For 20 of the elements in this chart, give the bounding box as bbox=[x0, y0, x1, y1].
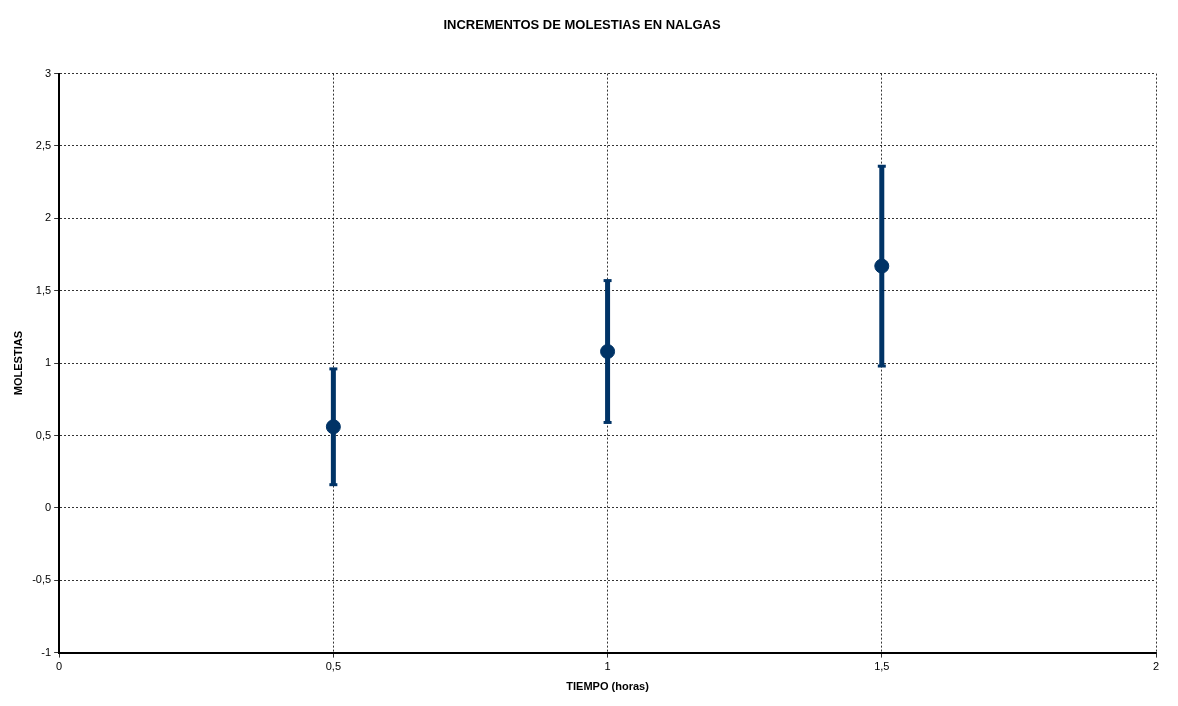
x-tick-label: 0,5 bbox=[325, 660, 342, 673]
y-tick-label: -0,5 bbox=[32, 573, 52, 586]
y-tick-label: 1,5 bbox=[35, 283, 52, 296]
point bbox=[600, 344, 616, 360]
y-tick-label: 3 bbox=[45, 66, 52, 79]
y-tick-label: 0,5 bbox=[35, 428, 52, 441]
y-tick-label: 2,5 bbox=[35, 139, 52, 152]
y-tick-label: -1 bbox=[41, 645, 52, 658]
x-tick-label: 2 bbox=[1152, 660, 1160, 673]
point bbox=[325, 419, 341, 435]
y-axis-title: MOLESTIAS bbox=[11, 331, 24, 396]
x-tick-label: 1 bbox=[604, 660, 611, 673]
y-tick-label: 2 bbox=[45, 211, 52, 224]
x-axis-title: TIEMPO (horas) bbox=[566, 680, 650, 693]
y-tick-label: 1 bbox=[45, 356, 52, 369]
x-tick-label: 1,5 bbox=[874, 660, 890, 673]
y-tick-label: 0 bbox=[45, 500, 52, 513]
x-tick-label: 0 bbox=[56, 660, 63, 673]
point bbox=[874, 258, 890, 274]
chart-title: INCREMENTOS DE MOLESTIAS EN NALGAS bbox=[443, 17, 721, 33]
